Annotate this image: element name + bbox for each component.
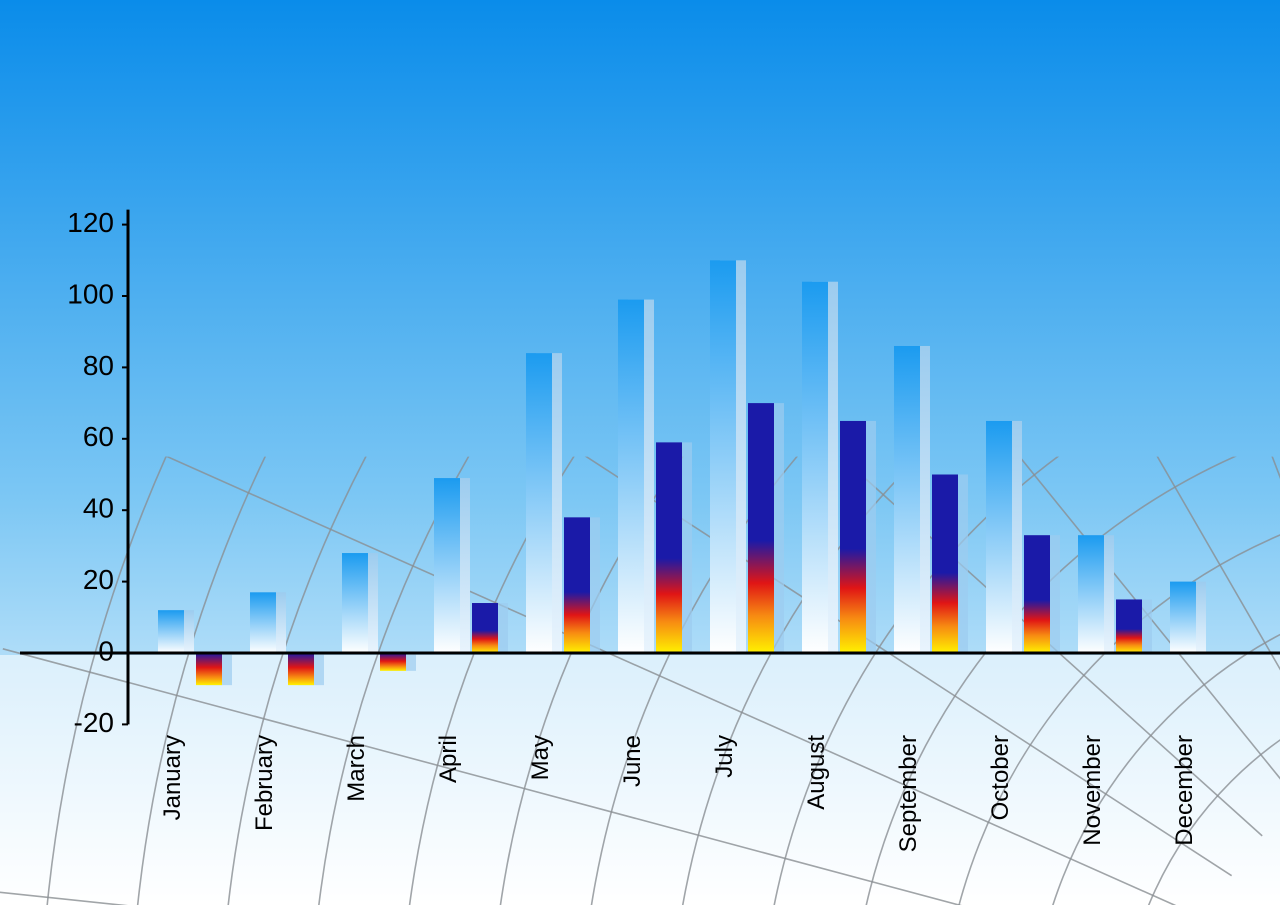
- x-category-label: September: [895, 735, 922, 852]
- y-tick-label: 100: [67, 278, 114, 309]
- x-category-label: October: [987, 735, 1014, 820]
- bar-series-b: [1024, 535, 1050, 653]
- y-tick-label: 60: [83, 421, 114, 452]
- x-category-label: November: [1079, 735, 1106, 846]
- y-tick-label: 80: [83, 350, 114, 381]
- x-category-label: January: [159, 735, 186, 820]
- bar-series-b: [1116, 599, 1142, 653]
- bar-series-a: [250, 592, 276, 653]
- x-category-label: May: [527, 735, 554, 780]
- bar-series-b: [564, 517, 590, 653]
- bar-series-a: [710, 260, 736, 653]
- bar-series-b: [656, 442, 682, 653]
- bar-series-a: [802, 282, 828, 653]
- x-category-label: August: [803, 735, 830, 810]
- x-category-label: April: [435, 735, 462, 783]
- bar-series-a: [1170, 582, 1196, 653]
- y-tick-label: -20: [74, 707, 114, 738]
- bar-series-b: [472, 603, 498, 653]
- monthly-bar-chart: 120 100 80 60 40 20 0 -20 January February March A…: [0, 0, 1280, 905]
- chart-svg: 120 100 80 60 40 20 0 -20 January February March A…: [0, 0, 1280, 905]
- bar-series-b: [748, 403, 774, 653]
- bar-series-b: [380, 653, 406, 671]
- x-category-label: February: [251, 735, 278, 831]
- bar-series-a: [434, 478, 460, 653]
- bar-series-b: [288, 653, 314, 685]
- x-category-label: July: [711, 735, 738, 778]
- bar-series-b: [840, 421, 866, 653]
- x-category-label: June: [619, 735, 646, 787]
- bar-series-a: [618, 300, 644, 653]
- bar-series-b: [932, 475, 958, 654]
- x-category-label: March: [343, 735, 370, 802]
- y-tick-label: 20: [83, 564, 114, 595]
- bar-series-b: [196, 653, 222, 685]
- y-tick-label: 0: [98, 635, 114, 666]
- bar-series-a: [894, 346, 920, 653]
- x-category-label: December: [1171, 735, 1198, 846]
- bar-series-a: [1078, 535, 1104, 653]
- bar-series-a: [986, 421, 1012, 653]
- bar-series-a: [526, 353, 552, 653]
- bar-series-a: [158, 610, 184, 653]
- y-tick-label: 120: [67, 207, 114, 238]
- y-tick-label: 40: [83, 493, 114, 524]
- bar-series-a: [342, 553, 368, 653]
